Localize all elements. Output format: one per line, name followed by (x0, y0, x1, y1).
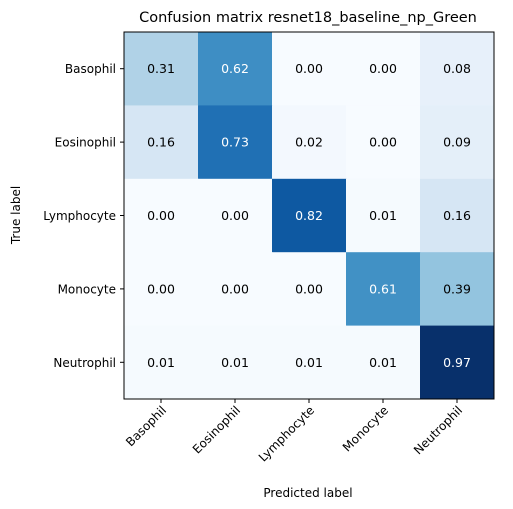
heatmap-cell (198, 105, 273, 180)
heatmap-cell-value: 0.00 (369, 61, 397, 76)
heatmap-cell-value: 0.31 (147, 61, 175, 76)
heatmap-cell-value: 0.82 (295, 208, 323, 223)
heatmap-cell-value: 0.00 (369, 135, 397, 150)
heatmap-cell-value: 0.73 (221, 135, 249, 150)
heatmap-cell (124, 178, 199, 253)
heatmap-cell-labels: 0.31 0.62 0.00 0.00 0.08 0.16 0.73 0.02 0.00 0.09… (147, 61, 471, 370)
y-tick-label: Lymphocyte (43, 209, 116, 223)
heatmap-cell-value: 0.00 (147, 281, 175, 296)
heatmap-cell (198, 252, 273, 327)
x-tick-label: Eosinophil (190, 403, 243, 456)
heatmap-cell-value: 0.01 (369, 208, 397, 223)
y-axis-ticks: Basophil Eosinophil Lymphocyte Monocyte Neut… (43, 62, 124, 370)
heatmap-cell (346, 105, 421, 180)
heatmap-cell-value: 0.16 (443, 208, 471, 223)
heatmap-cell (346, 178, 421, 253)
heatmap-cell (198, 178, 273, 253)
heatmap-cell-value: 0.08 (443, 61, 471, 76)
y-tick-label: Eosinophil (55, 136, 116, 150)
heatmap-cell (124, 32, 199, 106)
x-axis-label: Predicted label (263, 486, 352, 500)
heatmap-cell-value: 0.01 (147, 355, 175, 370)
heatmap-cell (420, 32, 495, 106)
heatmap-cell (124, 252, 199, 327)
heatmap-cell-value: 0.97 (443, 355, 471, 370)
heatmap-cell-value: 0.16 (147, 135, 175, 150)
heatmap-cell-value: 0.00 (221, 281, 249, 296)
x-tick-label: Monocyte (340, 403, 391, 454)
heatmap-cell (272, 32, 347, 106)
y-tick-label: Monocyte (58, 282, 116, 296)
heatmap-cell (272, 178, 347, 253)
y-axis-label: True label (9, 186, 23, 245)
heatmap-cell (346, 252, 421, 327)
heatmap-cell (124, 325, 199, 400)
x-tick-label: Basophil (123, 403, 169, 449)
heatmap-cell (346, 32, 421, 106)
heatmap-cell-value: 0.00 (147, 208, 175, 223)
heatmap-cell (198, 32, 273, 106)
heatmap-cell-value: 0.00 (295, 61, 323, 76)
heatmap-cell-value: 0.02 (295, 135, 323, 150)
heatmap-cell-value: 0.09 (443, 135, 471, 150)
heatmap-cell-value: 0.39 (443, 281, 471, 296)
heatmap-cell-value: 0.01 (295, 355, 323, 370)
heatmap-cell-value: 0.00 (221, 208, 249, 223)
heatmap-cells (124, 32, 495, 400)
heatmap-cell (198, 325, 273, 400)
y-tick-label: Basophil (65, 62, 116, 76)
heatmap-cell (420, 178, 495, 253)
heatmap-cell-value: 0.62 (221, 61, 249, 76)
heatmap-cell-value: 0.01 (369, 355, 397, 370)
heatmap-cell-value: 0.61 (369, 281, 397, 296)
x-tick-label: Neutrophil (411, 403, 465, 457)
heatmap-cell (272, 325, 347, 400)
heatmap-cell (420, 325, 495, 400)
heatmap-cell (272, 105, 347, 180)
heatmap-cell (420, 105, 495, 180)
y-tick-label: Neutrophil (53, 356, 116, 370)
heatmap-cell-value: 0.00 (295, 281, 323, 296)
heatmap-cell (272, 252, 347, 327)
chart-title: Confusion matrix resnet18_baseline_np_Gr… (139, 10, 477, 26)
heatmap-cell (124, 105, 199, 180)
heatmap-cell (420, 252, 495, 327)
x-axis-ticks: Basophil Eosinophil Lymphocyte Monocyte Neut… (123, 399, 465, 465)
x-tick-label: Lymphocyte (256, 403, 317, 464)
heatmap-cell (346, 325, 421, 400)
heatmap-cell-value: 0.01 (221, 355, 249, 370)
